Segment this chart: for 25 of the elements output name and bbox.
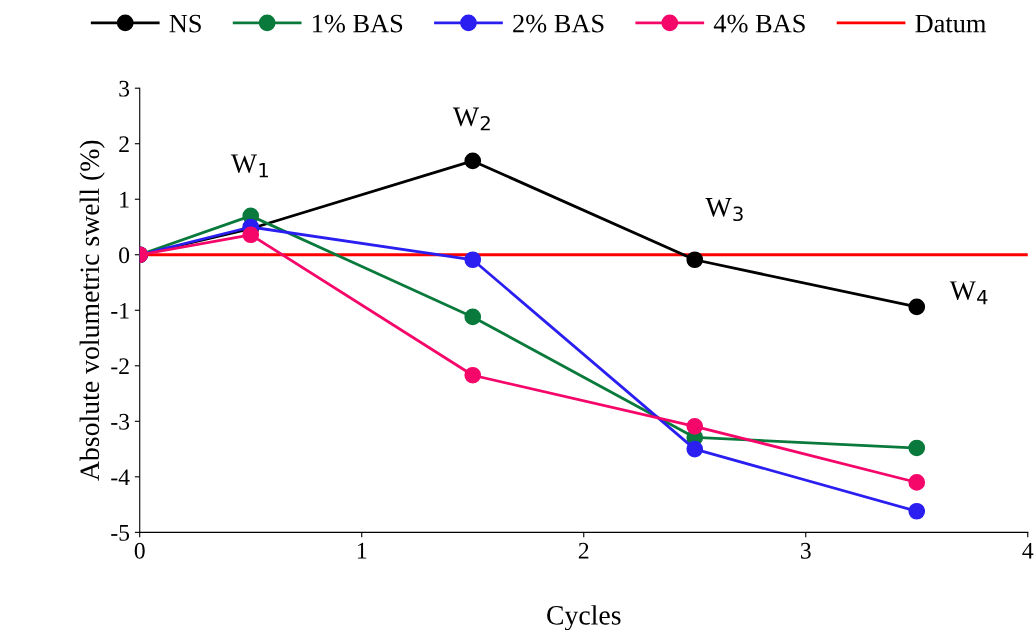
x-axis-title: Cycles: [547, 605, 621, 630]
y-axis-title: Absolute volumetric swell (%): [79, 140, 105, 481]
y-tick-label: 3: [119, 80, 130, 97]
x-tick-label: 4: [1022, 542, 1034, 559]
legend-label: Datum: [915, 14, 987, 33]
y-tick-label: -3: [111, 413, 130, 430]
legend-label: 4% BAS: [713, 14, 805, 33]
annotation: W$_{2}$: [452, 107, 490, 131]
x-tick-label: 2: [578, 542, 589, 559]
y-tick-label: 1: [120, 191, 129, 208]
x-tick-label: 1: [357, 542, 367, 559]
y-tick-label: -1: [111, 302, 129, 319]
y-tick-label: -4: [111, 469, 130, 486]
legend-label: NS: [169, 14, 201, 33]
y-tick-label: -5: [111, 525, 130, 541]
legend-label: 1% BAS: [313, 14, 403, 33]
annotation: W$_{1}$: [230, 154, 268, 178]
annotation: W$_{3}$: [705, 198, 743, 222]
y-tick-label: 0: [119, 247, 130, 264]
legend-label: 2% BAS: [513, 14, 604, 33]
y-tick-label: 2: [119, 136, 129, 152]
x-tick-label: 3: [800, 542, 811, 559]
x-tick-label: 0: [134, 542, 145, 559]
y-tick-label: -2: [111, 358, 129, 374]
annotation: W$_{4}$: [949, 281, 988, 305]
